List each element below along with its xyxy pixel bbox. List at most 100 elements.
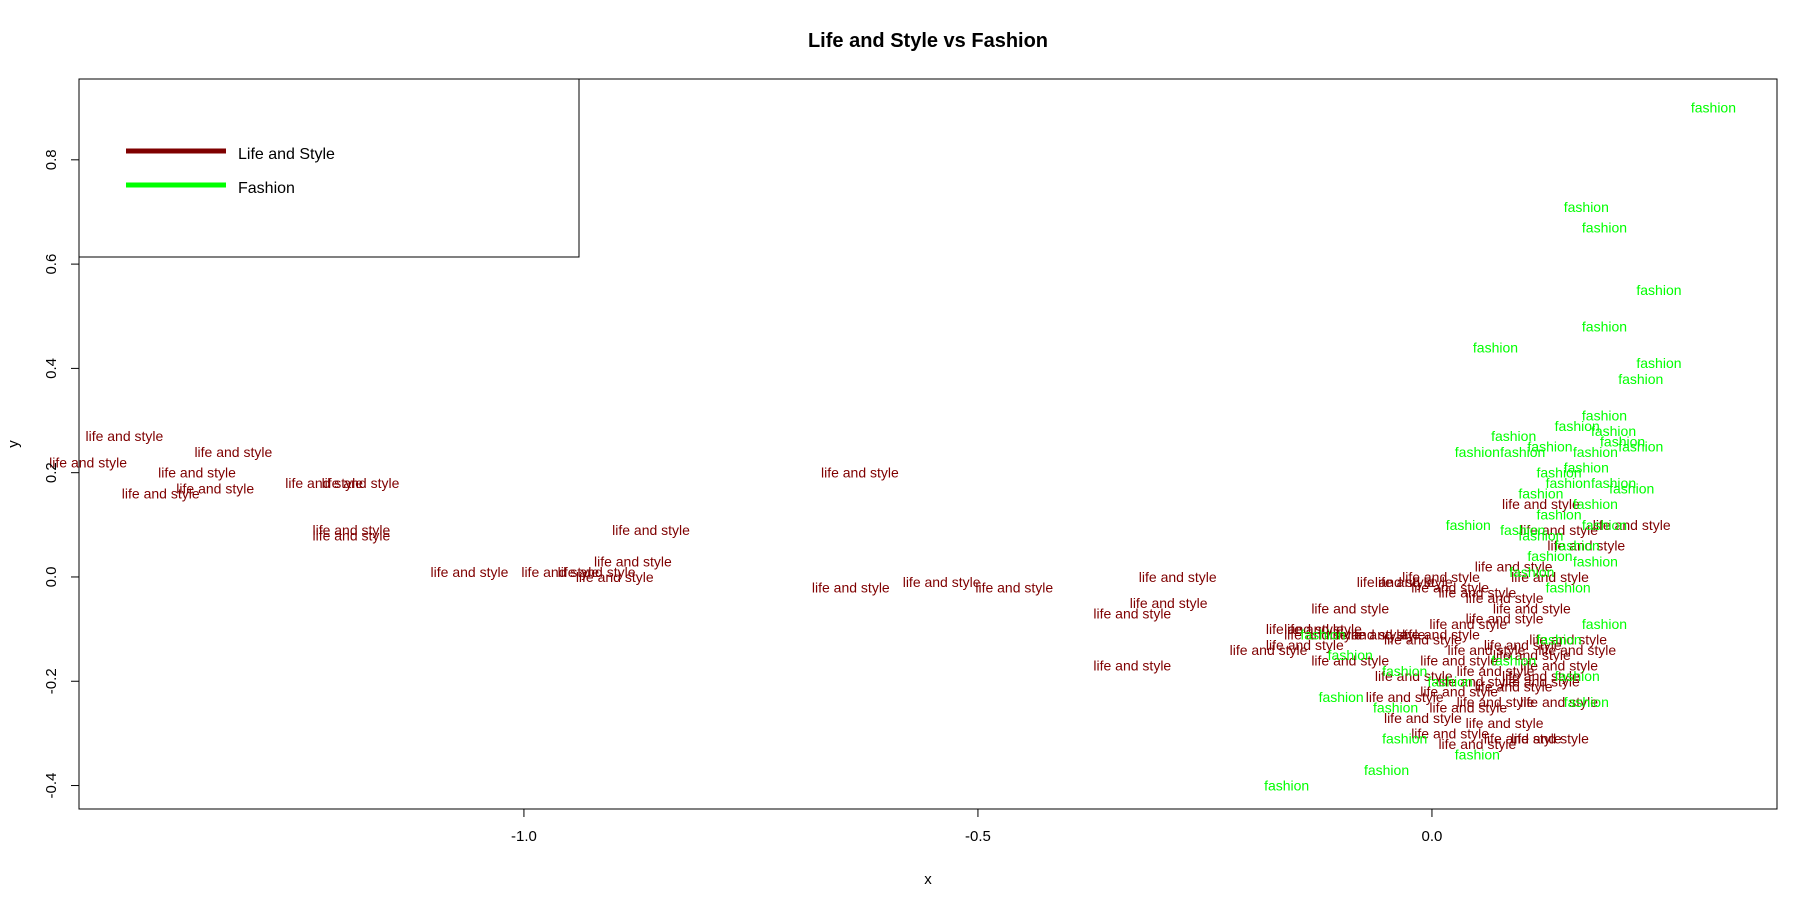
life-and-style-point: life and style [312,527,390,543]
fashion-point: fashion [1546,475,1591,491]
life-and-style-point: life and style [1420,684,1498,700]
life-and-style-point: life and style [49,454,127,470]
life-and-style-point: life and style [1375,574,1453,590]
life-and-style-point: life and style [975,579,1053,595]
fashion-point: fashion [1491,652,1536,668]
life-and-style-point: life and style [1520,694,1598,710]
life-and-style-point: life and style [558,564,636,580]
life-and-style-point: life and style [1448,642,1526,658]
life-and-style-point: life and style [1547,538,1625,554]
life-and-style-point: life and style [1438,736,1516,752]
y-tick-label: -0.2 [43,668,60,694]
life-and-style-point: life and style [1502,668,1580,684]
y-tick-label: 0.8 [43,149,60,170]
fashion-point: fashion [1636,282,1681,298]
life-and-style-point: life and style [1139,569,1217,585]
x-tick-label: -1.0 [511,828,537,845]
life-and-style-point: life and style [1411,579,1489,595]
y-tick-label: 0.6 [43,254,60,275]
fashion-point: fashion [1555,668,1600,684]
life-and-style-point: life and style [1384,632,1462,648]
fashion-point: fashion [1264,778,1309,794]
fashion-point: fashion [1555,538,1600,554]
life-and-style-point: life and style [1520,522,1598,538]
life-and-style-point: life and style [194,444,272,460]
fashion-point: fashion [1582,517,1627,533]
fashion-point: fashion [1455,444,1500,460]
fashion-point: fashion [1518,486,1563,502]
life-and-style-point: life and style [1266,637,1344,653]
life-and-style-point: life and style [1502,673,1580,689]
fashion-point: fashion [1382,663,1427,679]
fashion-point: fashion [1573,496,1618,512]
x-tick-label: -0.5 [965,828,991,845]
life-and-style-point: life and style [1511,731,1589,747]
fashion-point: fashion [1582,407,1627,423]
fashion-point: fashion [1609,480,1654,496]
fashion-point: fashion [1328,647,1373,663]
fashion-point: fashion [1382,731,1427,747]
life-and-style-point: life and style [1538,642,1616,658]
life-and-style-point: life and style [1520,658,1598,674]
life-and-style-point: life and style [1484,637,1562,653]
fashion-point: fashion [1455,746,1500,762]
fashion-point: fashion [1373,699,1418,715]
life-and-style-point: life and style [1420,652,1498,668]
life-and-style-point: life and style [1348,626,1426,642]
life-and-style-point: life and style [1366,689,1444,705]
x-tick-label: 0.0 [1422,828,1443,845]
fashion-point: fashion [1600,433,1645,449]
y-tick-label: -0.4 [43,773,60,799]
life-and-style-point: life and style [612,522,690,538]
life-and-style-point: life and style [1493,647,1571,663]
life-and-style-point: life and style [1466,590,1544,606]
fashion-point: fashion [1591,423,1636,439]
fashion-point: fashion [1582,616,1627,632]
fashion-point: fashion [1573,444,1618,460]
fashion-point: fashion [1500,444,1545,460]
life-and-style-point: life and style [1230,642,1308,658]
life-and-style-point: life and style [1457,663,1535,679]
life-and-style-point: life and style [1384,710,1462,726]
life-and-style-point: life and style [1093,605,1171,621]
life-and-style-point: life and style [1457,694,1535,710]
chart-title: Life and Style vs Fashion [808,30,1048,52]
life-and-style-point: life and style [1266,621,1344,637]
life-and-style-point: life and style [176,480,254,496]
life-and-style-point: life and style [594,553,672,569]
y-tick-label: 0.0 [43,567,60,588]
life-and-style-point: life and style [521,564,599,580]
fashion-point: fashion [1691,100,1736,116]
y-tick-label: 0.4 [43,358,60,379]
legend-label-life-and-style: Life and Style [238,146,335,163]
life-and-style-point: life and style [1511,569,1589,585]
y-axis: -0.4 -0.2 0.0 0.2 0.4 0.6 0.8 [43,149,80,799]
life-and-style-point: life and style [158,465,236,481]
fashion-point: fashion [1582,319,1627,335]
life-and-style-point: life and style [1093,658,1171,674]
fashion-point: fashion [1518,527,1563,543]
fashion-point: fashion [1473,340,1518,356]
fashion-point: fashion [1536,506,1581,522]
life-and-style-point: life and style [1284,626,1362,642]
fashion-point: fashion [1428,673,1473,689]
life-and-style-point: life and style [821,465,899,481]
x-axis: -1.0 -0.5 0.0 [511,808,1443,845]
legend-box [78,78,580,258]
life-and-style-point: life and style [122,486,200,502]
life-and-style-point: life and style [1438,585,1516,601]
life-and-style-point: life and style [812,579,890,595]
fashion-point: fashion [1527,439,1572,455]
legend: Life and Style Fashion [78,78,580,258]
life-and-style-point: life and style [1329,626,1407,642]
fashion-point: fashion [1509,564,1554,580]
life-and-style-point: life and style [1402,569,1480,585]
fashion-point: fashion [1536,632,1581,648]
fashion-point: fashion [1564,199,1609,215]
fashion-point: fashion [1364,762,1409,778]
life-and-style-point: life and style [285,475,363,491]
life-and-style-point: life and style [1475,559,1553,575]
life-and-style-point: life and style [1466,715,1544,731]
